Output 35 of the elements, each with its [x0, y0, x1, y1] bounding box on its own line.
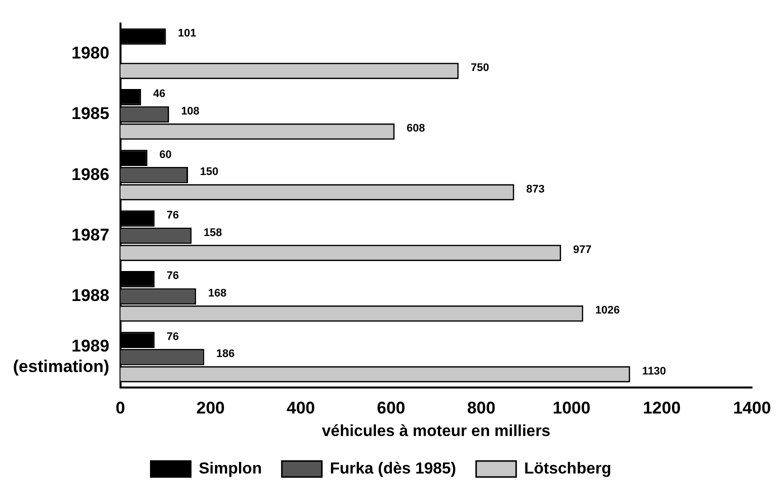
y-tick-label: 1986 [72, 164, 110, 184]
data-label: 76 [166, 270, 179, 282]
x-tick-label: 200 [196, 398, 225, 418]
data-label: 1026 [595, 304, 620, 317]
data-label: 76 [166, 210, 179, 222]
x-tick-label: 400 [286, 398, 315, 418]
data-label: 101 [178, 28, 196, 40]
data-label: 977 [573, 244, 592, 256]
data-label: 76 [166, 330, 179, 343]
legend-label: Furka (dès 1985) [330, 460, 456, 478]
data-label: 158 [204, 226, 222, 239]
y-tick-label: 1988 [72, 286, 110, 306]
x-axis-title: véhicules à moteur en milliers [322, 422, 551, 440]
x-tick-label: 800 [467, 398, 496, 418]
x-tick-label: 1000 [552, 398, 590, 418]
x-tick-label: 600 [376, 398, 406, 418]
y-tick-label: 1987 [72, 225, 110, 244]
data-label: 46 [153, 88, 166, 100]
data-label: 873 [526, 183, 545, 196]
x-tick-label: 1200 [642, 398, 681, 418]
x-tick-label: 1400 [733, 398, 771, 418]
y-tick-label: 1985 [72, 104, 110, 124]
y-tick-label: 1989 (estimation) [12, 336, 110, 376]
data-label: 168 [208, 287, 226, 300]
data-label: 186 [216, 348, 235, 360]
data-label: 608 [406, 122, 426, 135]
data-label: 108 [181, 105, 200, 118]
legend-label: Lötschberg [524, 460, 612, 478]
data-label: 750 [470, 62, 490, 74]
data-label: 150 [200, 166, 218, 178]
y-tick-label: 1980 [72, 43, 110, 62]
legend-label: Simplon [198, 460, 262, 478]
data-label: 60 [159, 148, 172, 161]
data-label: 1130 [642, 365, 666, 378]
x-tick-label: 0 [116, 398, 126, 418]
